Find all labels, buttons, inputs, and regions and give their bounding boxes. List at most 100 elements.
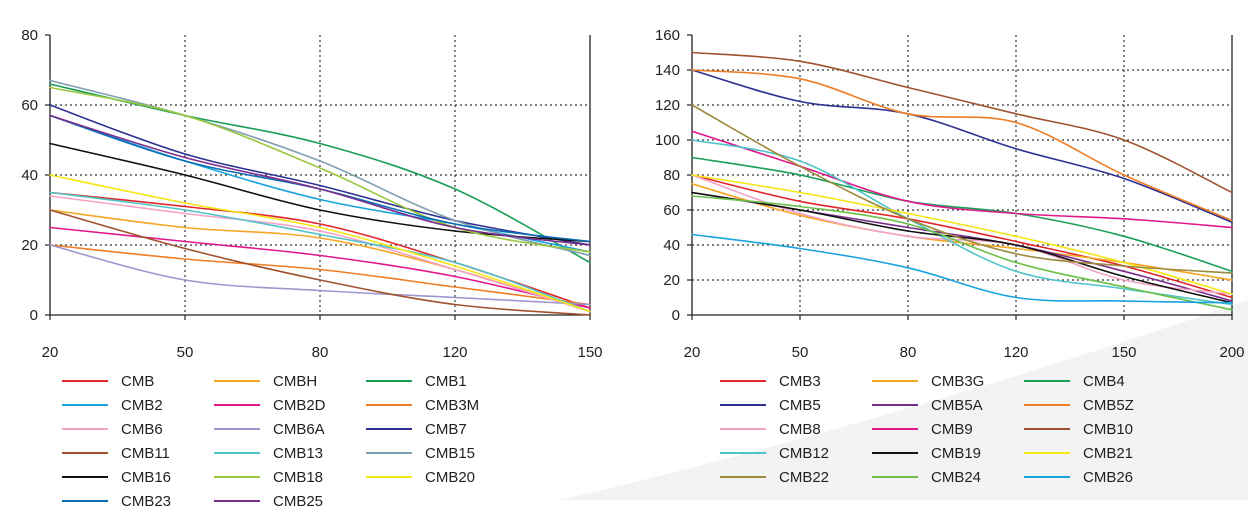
y-tick-label: 80 — [663, 167, 680, 184]
right-line-chart: 0 20 40 60 80 100 120 140 160 20 50 80 120 150 200 — [655, 27, 1245, 361]
legend-label: CMB11 — [121, 444, 170, 462]
legend-item-cmb21: CMB21 — [1024, 442, 1176, 464]
x-tick-label: 20 — [42, 344, 59, 361]
series-line-cmb13 — [49, 191, 591, 313]
y-tick-label: 40 — [21, 167, 38, 184]
right-chart-legend: CMB3 CMB3G CMB4 CMB5 CMB5A CMB5Z CMB8 CMB9 CMB10… — [720, 370, 1176, 488]
series-line-cmb6 — [49, 195, 591, 313]
legend-item-cmb3: CMB3 — [720, 370, 872, 392]
legend-item-cmb3g: CMB3G — [872, 370, 1024, 392]
legend-label: CMB4 — [1083, 372, 1125, 390]
legend-label: CMB25 — [273, 492, 324, 510]
legend-label: CMB7 — [425, 420, 467, 438]
y-tick-label: 140 — [655, 62, 680, 79]
left-line-chart: 0 20 40 60 80 20 50 80 120 150 — [21, 27, 602, 361]
legend-label: CMB9 — [931, 420, 973, 438]
legend-swatch — [1024, 452, 1070, 454]
legend-label: CMB19 — [931, 444, 982, 462]
legend-label: CMB26 — [1083, 468, 1134, 486]
legend-item-cmb11: CMB11 — [62, 442, 214, 464]
legend-label: CMB22 — [779, 468, 830, 486]
y-tick-label: 0 — [672, 307, 680, 324]
legend-swatch — [62, 404, 108, 406]
legend-label: CMB3M — [425, 396, 480, 414]
x-tick-label: 150 — [1111, 344, 1136, 361]
legend-swatch — [366, 380, 412, 382]
x-tick-label: 150 — [577, 344, 602, 361]
legend-swatch — [214, 380, 260, 382]
legend-label: CMB3 — [779, 372, 821, 390]
x-tick-label: 50 — [177, 344, 194, 361]
legend-swatch — [720, 380, 766, 382]
legend-item-cmb24: CMB24 — [872, 466, 1024, 488]
legend-swatch — [872, 476, 918, 478]
series-line-cmb15 — [49, 79, 591, 257]
legend-label: CMB5 — [779, 396, 821, 414]
y-tick-label: 20 — [21, 237, 38, 254]
legend-swatch — [1024, 476, 1070, 478]
legend-swatch — [62, 452, 108, 454]
legend-label: CMB21 — [1083, 444, 1134, 462]
legend-swatch — [366, 428, 412, 430]
series-line-cmb5 — [691, 69, 1233, 224]
legend-label: CMB — [121, 372, 155, 390]
legend-label: CMB12 — [779, 444, 830, 462]
series-line-cmb6a — [49, 244, 591, 306]
series-line-cmb24 — [691, 195, 1233, 311]
series-line-cmb22 — [691, 104, 1233, 274]
legend-item-cmb13: CMB13 — [214, 442, 366, 464]
x-tick-label: 80 — [900, 344, 917, 361]
legend-item-cmb3m: CMB3M — [366, 394, 518, 416]
legend-label: CMB18 — [273, 468, 324, 486]
legend-label: CMB15 — [425, 444, 476, 462]
legend-item-cmb5a: CMB5A — [872, 394, 1024, 416]
legend-item-cmb15: CMB15 — [366, 442, 518, 464]
legend-label: CMB3G — [931, 372, 985, 390]
series-line-cmb7 — [49, 104, 591, 246]
series-line-cmb9 — [691, 130, 1233, 229]
series-line-cmb8 — [691, 174, 1233, 295]
series-line-cmb10 — [691, 51, 1233, 194]
y-tick-label: 0 — [30, 307, 38, 324]
x-tick-label: 20 — [684, 344, 701, 361]
legend-item-cmb16: CMB16 — [62, 466, 214, 488]
legend-swatch — [872, 452, 918, 454]
legend-item-cmb5: CMB5 — [720, 394, 872, 416]
legend-swatch — [1024, 428, 1070, 430]
series-line-cmb23 — [49, 114, 591, 243]
legend-swatch — [214, 404, 260, 406]
series-line-cmb11 — [49, 209, 591, 316]
legend-label: CMB1 — [425, 372, 467, 390]
charts-canvas: 0 20 40 60 80 20 50 80 120 150 0 20 40 60 80 100 120 140… — [21, 27, 1245, 361]
y-tick-label: 120 — [655, 97, 680, 114]
x-tick-label: 120 — [442, 344, 467, 361]
legend-item-cmb2: CMB2 — [62, 394, 214, 416]
legend-label: CMB20 — [425, 468, 476, 486]
y-tick-label: 160 — [655, 27, 680, 44]
legend-label: CMB6A — [273, 420, 325, 438]
legend-item-cmb9: CMB9 — [872, 418, 1024, 440]
legend-swatch — [720, 404, 766, 406]
x-tick-label: 50 — [792, 344, 809, 361]
left-chart-legend: CMB CMBH CMB1 CMB2 CMB2D CMB3M CMB6 CMB6A CMB7 CM… — [62, 370, 518, 512]
series-line-cmb26 — [691, 233, 1233, 304]
legend-item-cmb22: CMB22 — [720, 466, 872, 488]
legend-item-cmb10: CMB10 — [1024, 418, 1176, 440]
legend-swatch — [62, 476, 108, 478]
background-wave — [560, 300, 1248, 500]
legend-item-cmb5z: CMB5Z — [1024, 394, 1176, 416]
y-tick-label: 40 — [663, 237, 680, 254]
legend-label: CMB8 — [779, 420, 821, 438]
series-line-cmb21 — [691, 174, 1233, 295]
legend-swatch — [720, 452, 766, 454]
legend-item-cmb23: CMB23 — [62, 490, 214, 512]
legend-item-cmb6: CMB6 — [62, 418, 214, 440]
series-line-cmb3g — [691, 183, 1233, 281]
legend-swatch — [720, 476, 766, 478]
y-tick-label: 60 — [663, 202, 680, 219]
legend-label: CMB5A — [931, 396, 983, 414]
series-line-cmb12 — [691, 139, 1233, 306]
series-line-cmb19 — [691, 191, 1233, 304]
legend-label: CMB2 — [121, 396, 163, 414]
legend-swatch — [366, 476, 412, 478]
